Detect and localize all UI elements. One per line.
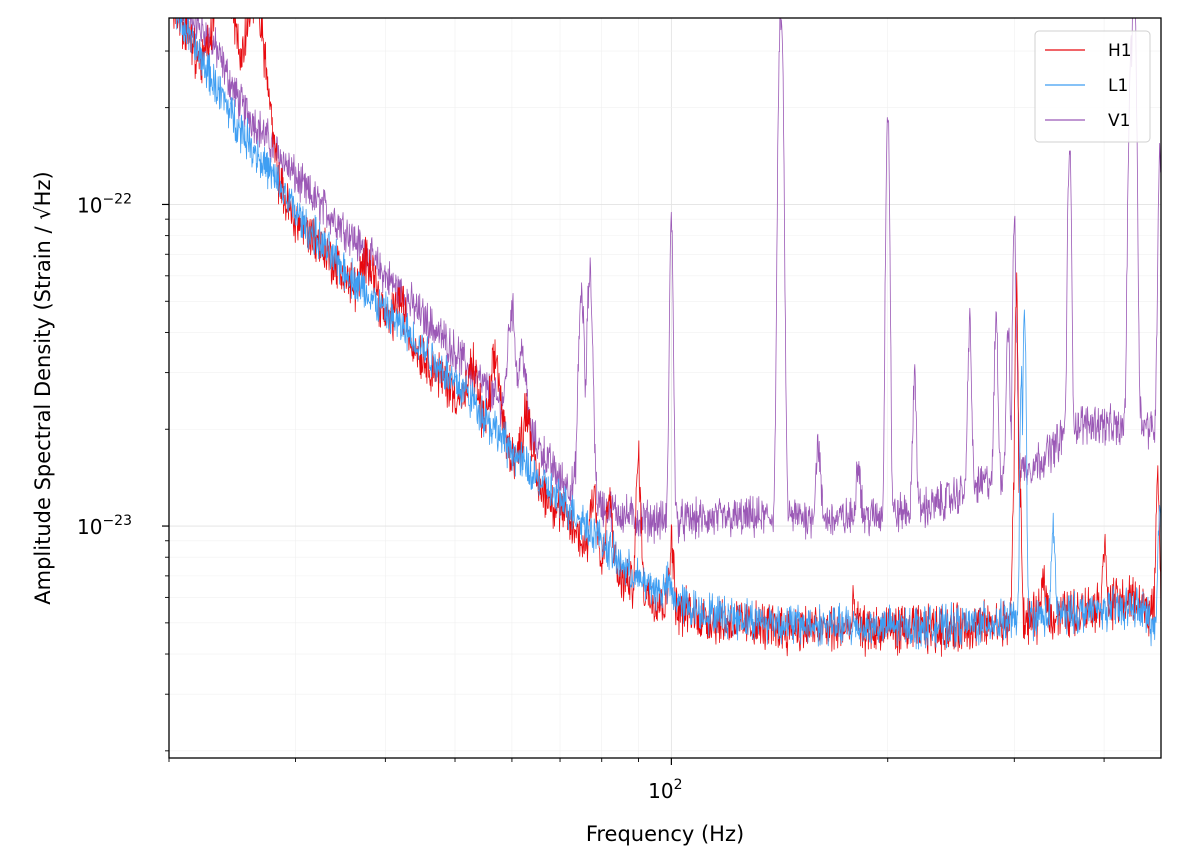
- series-line-v1: [181, 18, 1161, 544]
- legend: H1 L1 V1: [1034, 30, 1151, 143]
- x-tick-label-base: 10: [648, 779, 673, 803]
- legend-box: [1034, 30, 1151, 143]
- y-tick-label-exp: −22: [102, 191, 132, 207]
- x-tick-label: 102: [648, 777, 682, 803]
- plot-frame: [168, 17, 1162, 759]
- y-tick-label: 10−22: [77, 191, 132, 217]
- y-tick-label-base: 10: [77, 193, 102, 217]
- y-axis-label-radicand: Hz: [31, 179, 55, 206]
- series-layer: [173, 18, 1161, 657]
- sqrt-icon: √: [31, 206, 55, 220]
- series-line-l1: [174, 18, 1161, 650]
- legend-label-l1: L1: [1108, 76, 1128, 96]
- legend-label-v1: V1: [1108, 111, 1130, 131]
- legend-entry-h1: H1: [1045, 41, 1132, 61]
- legend-label-h1: H1: [1108, 41, 1132, 61]
- y-tick-label: 10−23: [77, 513, 132, 539]
- y-axis-label-suffix: ): [31, 171, 55, 179]
- y-axis-label-prefix: Amplitude Spectral Density (Strain /: [31, 220, 55, 605]
- y-axis-label: Amplitude Spectral Density (Strain / √Hz…: [31, 171, 55, 604]
- svg-text:Amplitude Spectral Density (St: Amplitude Spectral Density (Strain / √Hz…: [31, 171, 55, 604]
- x-axis-label: Frequency (Hz): [586, 822, 744, 846]
- y-tick-label-exp: −23: [102, 513, 132, 529]
- legend-entry-v1: V1: [1045, 111, 1130, 131]
- y-tick-label-base: 10: [77, 515, 102, 539]
- legend-entry-l1: L1: [1045, 76, 1128, 96]
- x-tick-label-exp: 2: [674, 777, 683, 793]
